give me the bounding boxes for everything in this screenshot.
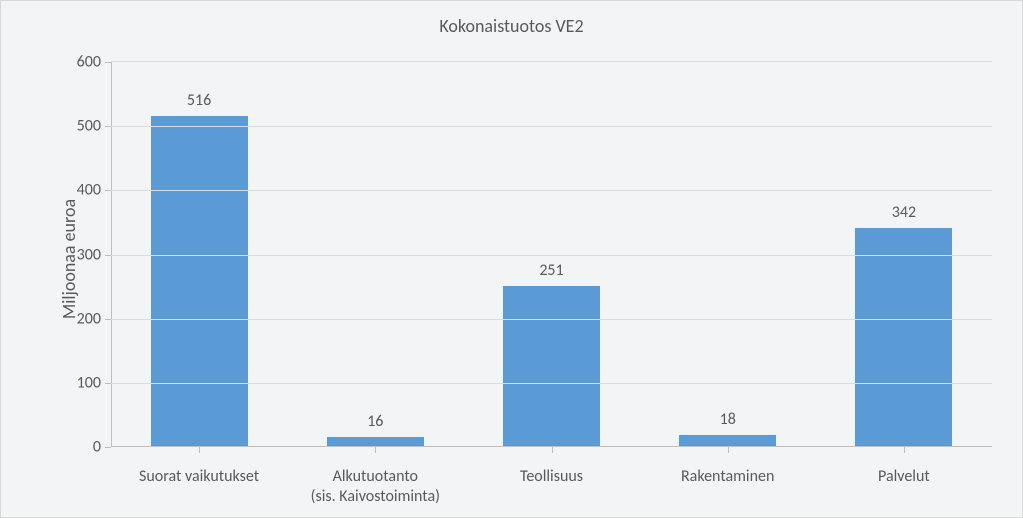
- gridline: [111, 255, 992, 256]
- y-tick-mark: [105, 62, 111, 63]
- y-tick-mark: [105, 126, 111, 127]
- chart-container: Kokonaistuotos VE2 Miljoonaa euroa 51616…: [0, 0, 1023, 518]
- y-tick-mark: [105, 319, 111, 320]
- x-axis-label: Alkutuotanto(sis. Kaivostoiminta): [283, 467, 468, 507]
- y-tick-mark: [105, 447, 111, 448]
- gridline: [111, 383, 992, 384]
- y-tick-mark: [105, 190, 111, 191]
- x-tick-mark: [199, 447, 200, 453]
- bar-value-label: 18: [720, 410, 736, 435]
- bar: 516: [151, 116, 248, 447]
- x-axis-label: Rakentaminen: [635, 467, 820, 487]
- bar-value-label: 342: [892, 203, 916, 228]
- x-tick-mark: [375, 447, 376, 453]
- y-tick-mark: [105, 383, 111, 384]
- x-axis-label: Teollisuus: [459, 467, 644, 487]
- chart-title: Kokonaistuotos VE2: [1, 15, 1022, 37]
- gridline: [111, 319, 992, 320]
- x-axis-label: Palvelut: [811, 467, 996, 487]
- x-axis-labels: Suorat vaikutuksetAlkutuotanto(sis. Kaiv…: [111, 457, 992, 517]
- bar-value-label: 251: [539, 261, 563, 286]
- bar: 342: [855, 228, 952, 447]
- plot-area: 5161625118342 0100200300400500600: [111, 61, 992, 447]
- x-tick-mark: [728, 447, 729, 453]
- bar-value-label: 16: [367, 412, 383, 437]
- bar: 251: [503, 286, 600, 447]
- x-tick-mark: [904, 447, 905, 453]
- x-tick-mark: [552, 447, 553, 453]
- y-tick-mark: [105, 255, 111, 256]
- x-axis-label: Suorat vaikutukset: [107, 467, 292, 487]
- gridline: [111, 190, 992, 191]
- bar-value-label: 516: [187, 91, 211, 116]
- gridline: [111, 126, 992, 127]
